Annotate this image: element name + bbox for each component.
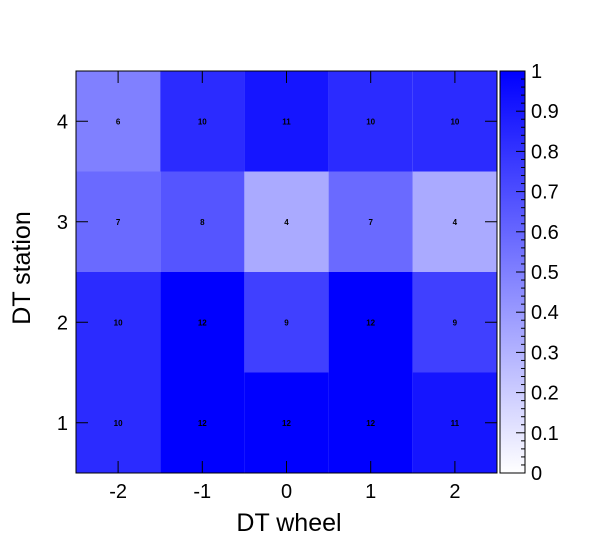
x-tick-label: 1 xyxy=(365,481,376,503)
heatmap-cell xyxy=(76,272,161,373)
y-tick-label: 3 xyxy=(57,212,68,234)
heatmap-cell xyxy=(76,372,161,473)
cell-value-label: 4 xyxy=(453,218,458,227)
y-tick-label: 1 xyxy=(57,413,68,435)
heatmap-cell xyxy=(244,171,329,272)
y-tick-label: 4 xyxy=(57,111,68,133)
heatmap-cell xyxy=(160,272,245,373)
scale-tick-label: 0.9 xyxy=(531,101,559,123)
heatmap-cell xyxy=(412,71,497,172)
cell-value-label: 10 xyxy=(450,117,459,126)
x-axis-title: DT wheel xyxy=(236,509,341,537)
heatmap-cell xyxy=(160,372,245,473)
scale-tick-label: 0.1 xyxy=(531,423,559,445)
y-tick-label: 2 xyxy=(57,312,68,334)
heatmap-cell xyxy=(76,171,161,272)
x-tick-label: 0 xyxy=(281,481,292,503)
scale-tick-label: 0.2 xyxy=(531,383,559,405)
cell-value-label: 12 xyxy=(366,318,375,327)
cell-value-label: 12 xyxy=(282,419,291,428)
heatmap-cells xyxy=(76,71,497,473)
cell-value-label: 12 xyxy=(366,419,375,428)
heatmap-cell xyxy=(412,272,497,373)
scale-tick-label: 0.4 xyxy=(531,302,559,324)
x-tick-label: 2 xyxy=(449,481,460,503)
scale-tick-label: 0.8 xyxy=(531,141,559,163)
heatmap-cell xyxy=(412,372,497,473)
cell-value-label: 12 xyxy=(198,419,207,428)
cell-value-label: 4 xyxy=(284,218,289,227)
heatmap-cell xyxy=(328,372,413,473)
y-axis-title: DT station xyxy=(8,211,36,324)
cell-value-label: 10 xyxy=(114,419,123,428)
scale-tick-label: 0.6 xyxy=(531,222,559,244)
scale-tick-label: 1 xyxy=(531,61,542,83)
cell-value-label: 10 xyxy=(114,318,123,327)
cell-value-label: 7 xyxy=(116,218,121,227)
cell-value-labels: 10 12 12 12 11 10 12 9 12 9 7 8 4 7 4 6 10 11 10 10 xyxy=(114,117,460,428)
cell-value-label: 9 xyxy=(284,318,289,327)
heatmap-cell xyxy=(160,71,245,172)
heatmap-cell xyxy=(244,272,329,373)
cell-value-label: 11 xyxy=(282,117,291,126)
cell-value-label: 10 xyxy=(198,117,207,126)
scale-tick-label: 0.3 xyxy=(531,342,559,364)
scale-tick-label: 0.7 xyxy=(531,182,559,204)
x-tick-label: -2 xyxy=(109,481,127,503)
cell-value-label: 11 xyxy=(451,419,460,428)
cell-value-label: 6 xyxy=(116,117,121,126)
cell-value-label: 12 xyxy=(198,318,207,327)
heatmap-cell xyxy=(328,71,413,172)
x-tick-label: -1 xyxy=(193,481,211,503)
heatmap-cell xyxy=(244,372,329,473)
heatmap-cell xyxy=(244,71,329,172)
x-axis: -2 -1 0 1 2 xyxy=(109,71,460,503)
heatmap-cell xyxy=(328,272,413,373)
scale-tick-label: 0 xyxy=(531,463,542,485)
heatmap-cell xyxy=(328,171,413,272)
cell-value-label: 10 xyxy=(366,117,375,126)
cell-value-label: 8 xyxy=(200,218,205,227)
heatmap-cell xyxy=(160,171,245,272)
color-scale-axis: 0 0.1 0.2 0.3 0.4 0.5 0.6 0.7 0.8 0.9 1 xyxy=(516,61,559,485)
cell-value-label: 7 xyxy=(368,218,373,227)
scale-tick-label: 0.5 xyxy=(531,262,559,284)
heatmap-cell xyxy=(412,171,497,272)
heatmap-cell xyxy=(76,71,161,172)
cell-value-label: 9 xyxy=(453,318,458,327)
